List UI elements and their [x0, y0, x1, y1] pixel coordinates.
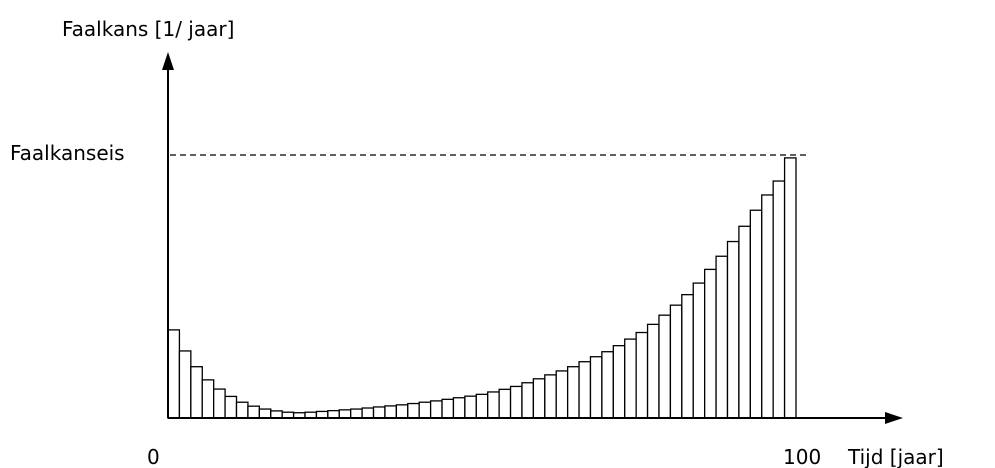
- bar-0: [167, 329, 181, 419]
- bar-48: [715, 255, 729, 419]
- bar-20: [395, 404, 409, 419]
- bar-54: [783, 157, 797, 419]
- bar-43: [658, 314, 672, 419]
- bar-33: [544, 374, 557, 419]
- bar-38: [601, 351, 614, 419]
- bar-36: [578, 361, 592, 419]
- bar-51: [749, 209, 763, 419]
- bar-44: [669, 304, 683, 419]
- bar-1: [178, 350, 192, 419]
- bar-52: [761, 194, 774, 419]
- bar-3: [201, 379, 215, 419]
- bar-35: [566, 366, 580, 419]
- bar-15: [338, 409, 352, 419]
- bar-39: [612, 345, 626, 419]
- bar-2: [190, 366, 203, 419]
- bars-group: [167, 157, 797, 419]
- bar-21: [407, 402, 420, 419]
- threshold-label: Faalkanseis: [10, 141, 125, 165]
- bar-4: [213, 388, 226, 419]
- bar-40: [624, 338, 637, 419]
- bar-49: [726, 240, 740, 419]
- bar-50: [738, 225, 751, 419]
- bar-37: [589, 356, 603, 419]
- bar-42: [646, 323, 660, 419]
- bar-34: [555, 370, 569, 419]
- bar-25: [452, 397, 466, 419]
- bar-9: [270, 410, 283, 419]
- bar-29: [498, 388, 512, 419]
- bar-46: [692, 282, 706, 419]
- bar-18: [372, 406, 386, 419]
- bar-27: [475, 393, 489, 419]
- bar-47: [704, 268, 717, 419]
- x-tick-label-100: 100: [783, 445, 821, 468]
- x-tick-label-0: 0: [147, 445, 160, 468]
- x-axis-arrow: [885, 412, 903, 424]
- bar-30: [509, 385, 523, 419]
- bar-28: [487, 391, 500, 419]
- bar-19: [384, 405, 398, 419]
- bar-24: [441, 398, 455, 419]
- bar-14: [327, 409, 340, 419]
- bar-45: [681, 293, 694, 419]
- bar-32: [532, 378, 546, 419]
- bar-5: [224, 395, 238, 419]
- bar-41: [635, 331, 649, 419]
- y-axis-arrow: [162, 52, 174, 70]
- bar-22: [418, 401, 432, 419]
- bar-23: [429, 400, 443, 419]
- bar-31: [521, 382, 535, 419]
- bar-53: [772, 180, 786, 419]
- bar-7: [247, 405, 260, 419]
- bar-17: [361, 407, 375, 419]
- bar-16: [350, 408, 363, 419]
- y-axis-label: Faalkans [1/ jaar]: [62, 17, 234, 41]
- x-axis-label: Tijd [jaar]: [847, 445, 944, 468]
- bar-8: [258, 408, 272, 419]
- bar-26: [464, 395, 477, 419]
- bar-6: [235, 401, 249, 419]
